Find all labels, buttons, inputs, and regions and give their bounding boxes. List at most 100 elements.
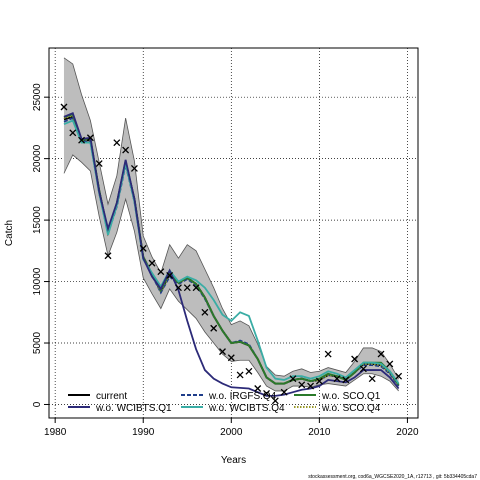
observed-point-stroke-b	[395, 372, 403, 380]
observed-point	[263, 389, 270, 397]
observed-point	[148, 259, 156, 267]
observed-point	[359, 365, 367, 373]
observed-point-stroke-b	[271, 397, 279, 405]
footer-note: stockassessment.org, cod6a_WGCSE2020_1A,…	[308, 474, 477, 480]
y-tick-label: 25000	[32, 83, 43, 111]
observed-point-stroke-b	[333, 375, 341, 383]
confidence-band	[63, 57, 399, 392]
legend-item: w.o. WCIBTS.Q1	[68, 403, 172, 414]
observed-point	[210, 324, 218, 332]
observed-point-stroke-b	[192, 284, 200, 292]
observed-point	[271, 397, 279, 405]
observed-point	[307, 382, 315, 390]
observed-point-stroke-b	[359, 365, 367, 373]
observed-point	[395, 372, 403, 380]
observed-point	[386, 360, 394, 368]
x-tick-label: 1980	[44, 427, 67, 438]
observed-point-stroke-b	[60, 103, 68, 111]
observed-point-stroke-b	[236, 371, 244, 379]
observed-point-stroke-b	[148, 259, 156, 267]
band-upper-edge	[63, 57, 399, 379]
x-tick-label: 2020	[396, 427, 419, 438]
observed-point	[201, 308, 209, 316]
observed-point-stroke-b	[219, 348, 226, 356]
legend-item: w.o. SCO.Q1	[294, 391, 381, 402]
observed-point-stroke-b	[307, 382, 315, 390]
x-axis-label: Years	[221, 455, 246, 466]
legend-label: w.o. WCIBTS.Q1	[95, 403, 172, 414]
observed-point	[280, 388, 288, 396]
y-tick-label: 0	[32, 401, 43, 407]
y-tick-label: 15000	[32, 206, 43, 234]
observed-point	[139, 244, 147, 252]
observed-point	[298, 381, 306, 389]
observed-point-stroke-b	[377, 350, 385, 358]
observed-point	[122, 146, 130, 154]
observed-point-stroke-b	[122, 146, 130, 154]
x-axis: 1980 1990 2000 2010 2020	[44, 418, 419, 438]
legend-item: w.o. WCIBTS.Q4	[181, 403, 285, 414]
observed-point	[95, 160, 103, 168]
observed-point-stroke-b	[174, 284, 182, 292]
observed-point	[192, 284, 200, 292]
observed-point-stroke-b	[69, 129, 77, 137]
observed-point	[333, 375, 341, 383]
observed-point	[236, 371, 244, 379]
x-tick-label: 1990	[132, 427, 155, 438]
legend-item: w.o. SCO.Q4	[294, 403, 381, 414]
observed-point	[60, 103, 68, 111]
observed-point	[183, 284, 191, 292]
observed-point-stroke-b	[386, 360, 394, 368]
band-area	[63, 57, 399, 391]
observed-point-stroke-b	[86, 134, 94, 142]
observed-point-stroke-b	[183, 284, 191, 292]
observed-point-stroke-b	[254, 385, 262, 392]
observed-point-stroke-b	[280, 388, 288, 396]
observed-point-stroke-b	[263, 389, 270, 397]
observed-points	[60, 103, 403, 405]
x-tick-label: 2000	[220, 427, 243, 438]
observed-point	[219, 348, 226, 356]
plot-frame	[48, 47, 419, 419]
y-axis: 0 5000 10000 15000 20000 25000	[32, 83, 49, 407]
y-axis-label: Catch	[4, 220, 15, 246]
observed-point-stroke-b	[342, 376, 350, 384]
y-tick-label: 20000	[32, 144, 43, 172]
observed-point	[104, 252, 112, 260]
legend-label: w.o. WCIBTS.Q4	[208, 403, 285, 414]
observed-point	[245, 367, 253, 375]
observed-point	[69, 129, 77, 137]
observed-point	[377, 350, 385, 358]
legend-item: current	[68, 391, 127, 402]
observed-point-stroke-b	[210, 324, 218, 332]
observed-point-stroke-b	[324, 350, 332, 358]
legend-label: w.o. SCO.Q4	[321, 403, 381, 414]
observed-point-stroke-b	[351, 355, 359, 363]
y-tick-label: 5000	[32, 331, 43, 354]
observed-point-stroke-b	[130, 165, 138, 172]
legend-label: w.o. SCO.Q1	[321, 391, 381, 402]
observed-point-stroke-b	[201, 308, 209, 316]
observed-point-stroke-b	[78, 136, 86, 144]
y-tick-label: 10000	[32, 267, 43, 295]
observed-point	[342, 376, 350, 384]
observed-point	[227, 354, 235, 362]
observed-point	[86, 134, 94, 142]
band-lower-edge	[63, 154, 399, 392]
observed-point	[166, 271, 174, 279]
observed-point	[289, 375, 297, 383]
observed-point	[78, 136, 86, 144]
observed-point-stroke-b	[166, 271, 174, 279]
observed-point-stroke-b	[139, 244, 147, 252]
observed-point	[113, 139, 121, 147]
legend-item: w.o. IRGFS.Q4	[181, 391, 277, 402]
legend-label: w.o. IRGFS.Q4	[208, 391, 277, 402]
observed-point-stroke-b	[289, 375, 297, 383]
observed-point-stroke-b	[298, 381, 306, 389]
x-tick-label: 2010	[308, 427, 331, 438]
observed-point	[254, 385, 262, 392]
observed-point-stroke-b	[95, 160, 103, 168]
observed-point-stroke-b	[113, 139, 121, 147]
observed-point-stroke-b	[157, 268, 165, 276]
